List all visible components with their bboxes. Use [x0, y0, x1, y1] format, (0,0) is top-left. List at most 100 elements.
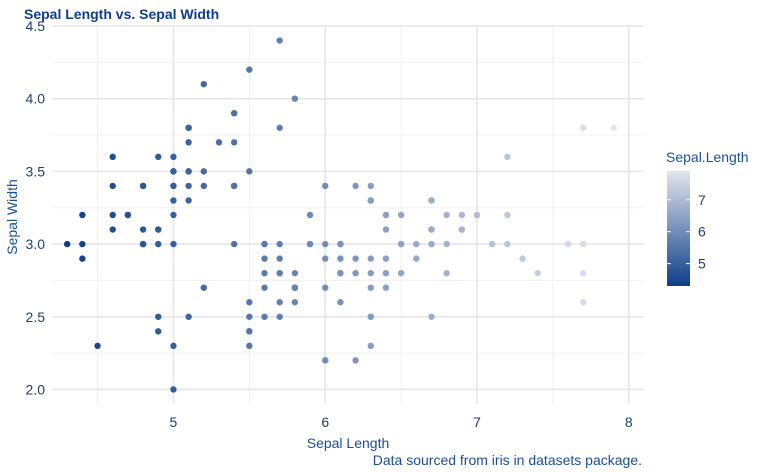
data-point [170, 153, 177, 161]
x-axis-label: Sepal Length [307, 435, 390, 451]
data-point [504, 211, 511, 219]
data-point [170, 168, 177, 175]
data-point [443, 211, 450, 219]
x-tick-label: 6 [321, 414, 329, 430]
legend-title: Sepal.Length [666, 149, 749, 165]
y-tick-label: 3.5 [26, 163, 46, 179]
data-point [79, 255, 86, 262]
data-point [230, 139, 238, 146]
data-point [139, 240, 147, 248]
data-point [276, 124, 283, 131]
data-point [580, 124, 587, 131]
data-point [610, 124, 617, 131]
data-point [170, 240, 177, 248]
x-tick-label: 5 [170, 414, 178, 430]
chart-title: Sepal Length vs. Sepal Width [24, 6, 219, 22]
data-point [352, 269, 359, 277]
data-point [367, 197, 374, 204]
data-point [185, 139, 192, 146]
data-point [109, 226, 116, 233]
data-point [397, 211, 405, 219]
data-point [443, 269, 450, 277]
data-point [428, 240, 435, 248]
data-point [185, 124, 192, 131]
data-point [382, 211, 390, 219]
data-point [246, 342, 253, 350]
data-point [489, 240, 496, 248]
data-point [185, 168, 192, 175]
data-point [79, 240, 86, 248]
chart-caption: Data sourced from iris in datasets packa… [373, 452, 642, 468]
data-point [261, 313, 268, 320]
data-point [261, 240, 268, 248]
data-point [230, 110, 238, 117]
data-point [428, 226, 435, 233]
legend-tick-label: 6 [698, 224, 706, 240]
data-point [322, 182, 329, 190]
data-point [79, 211, 86, 219]
y-axis-label: Sepal Width [4, 179, 20, 254]
data-point [246, 313, 253, 320]
data-point [367, 255, 374, 262]
data-point [276, 240, 283, 248]
data-point [261, 284, 268, 291]
data-point [443, 240, 450, 248]
data-point [200, 182, 207, 190]
data-point [352, 255, 359, 262]
data-point [564, 240, 572, 248]
data-point [367, 182, 374, 190]
data-point [170, 386, 177, 393]
data-point [473, 211, 481, 219]
data-point [230, 182, 238, 190]
data-point [291, 284, 299, 291]
data-point [580, 240, 587, 248]
data-point [124, 211, 132, 219]
legend-ticks: 5 6 7 [667, 192, 706, 272]
data-point [458, 211, 466, 219]
data-point [519, 255, 526, 262]
data-point [580, 299, 587, 306]
data-point [200, 284, 207, 291]
data-point [63, 240, 71, 248]
y-tick-label: 2.5 [26, 309, 46, 325]
y-tick-label: 3.0 [26, 236, 46, 252]
data-point [200, 168, 207, 175]
data-point [261, 269, 268, 277]
y-axis-ticks: 2.0 2.5 3.0 3.5 4.0 4.5 [26, 18, 46, 397]
data-point [382, 284, 390, 291]
legend-tick-label: 5 [698, 256, 706, 272]
data-point [352, 182, 359, 190]
data-point [170, 211, 177, 219]
minor-gridlines [52, 26, 644, 404]
data-point [109, 211, 116, 219]
data-point [428, 313, 435, 320]
data-point [337, 299, 344, 306]
data-point [322, 255, 329, 262]
data-point [337, 255, 344, 262]
data-point [413, 255, 420, 262]
data-point [337, 269, 344, 277]
legend-colorbar [667, 171, 690, 286]
y-tick-label: 2.0 [26, 381, 46, 397]
data-point [306, 240, 314, 248]
data-point [185, 313, 192, 320]
major-gridlines [52, 25, 644, 404]
data-point [246, 299, 253, 306]
data-point [276, 313, 283, 320]
data-point [367, 284, 374, 291]
data-point [139, 182, 147, 190]
data-point [200, 80, 207, 88]
data-point [367, 342, 374, 350]
data-point [382, 269, 390, 277]
data-point [382, 226, 390, 233]
data-point [109, 182, 116, 190]
data-point [504, 240, 511, 248]
data-point [428, 197, 435, 204]
data-point [155, 240, 162, 248]
data-point [139, 226, 147, 233]
data-point [155, 226, 162, 233]
data-point [322, 240, 329, 248]
data-point [185, 197, 192, 204]
data-point [413, 240, 420, 248]
data-point [94, 342, 101, 350]
